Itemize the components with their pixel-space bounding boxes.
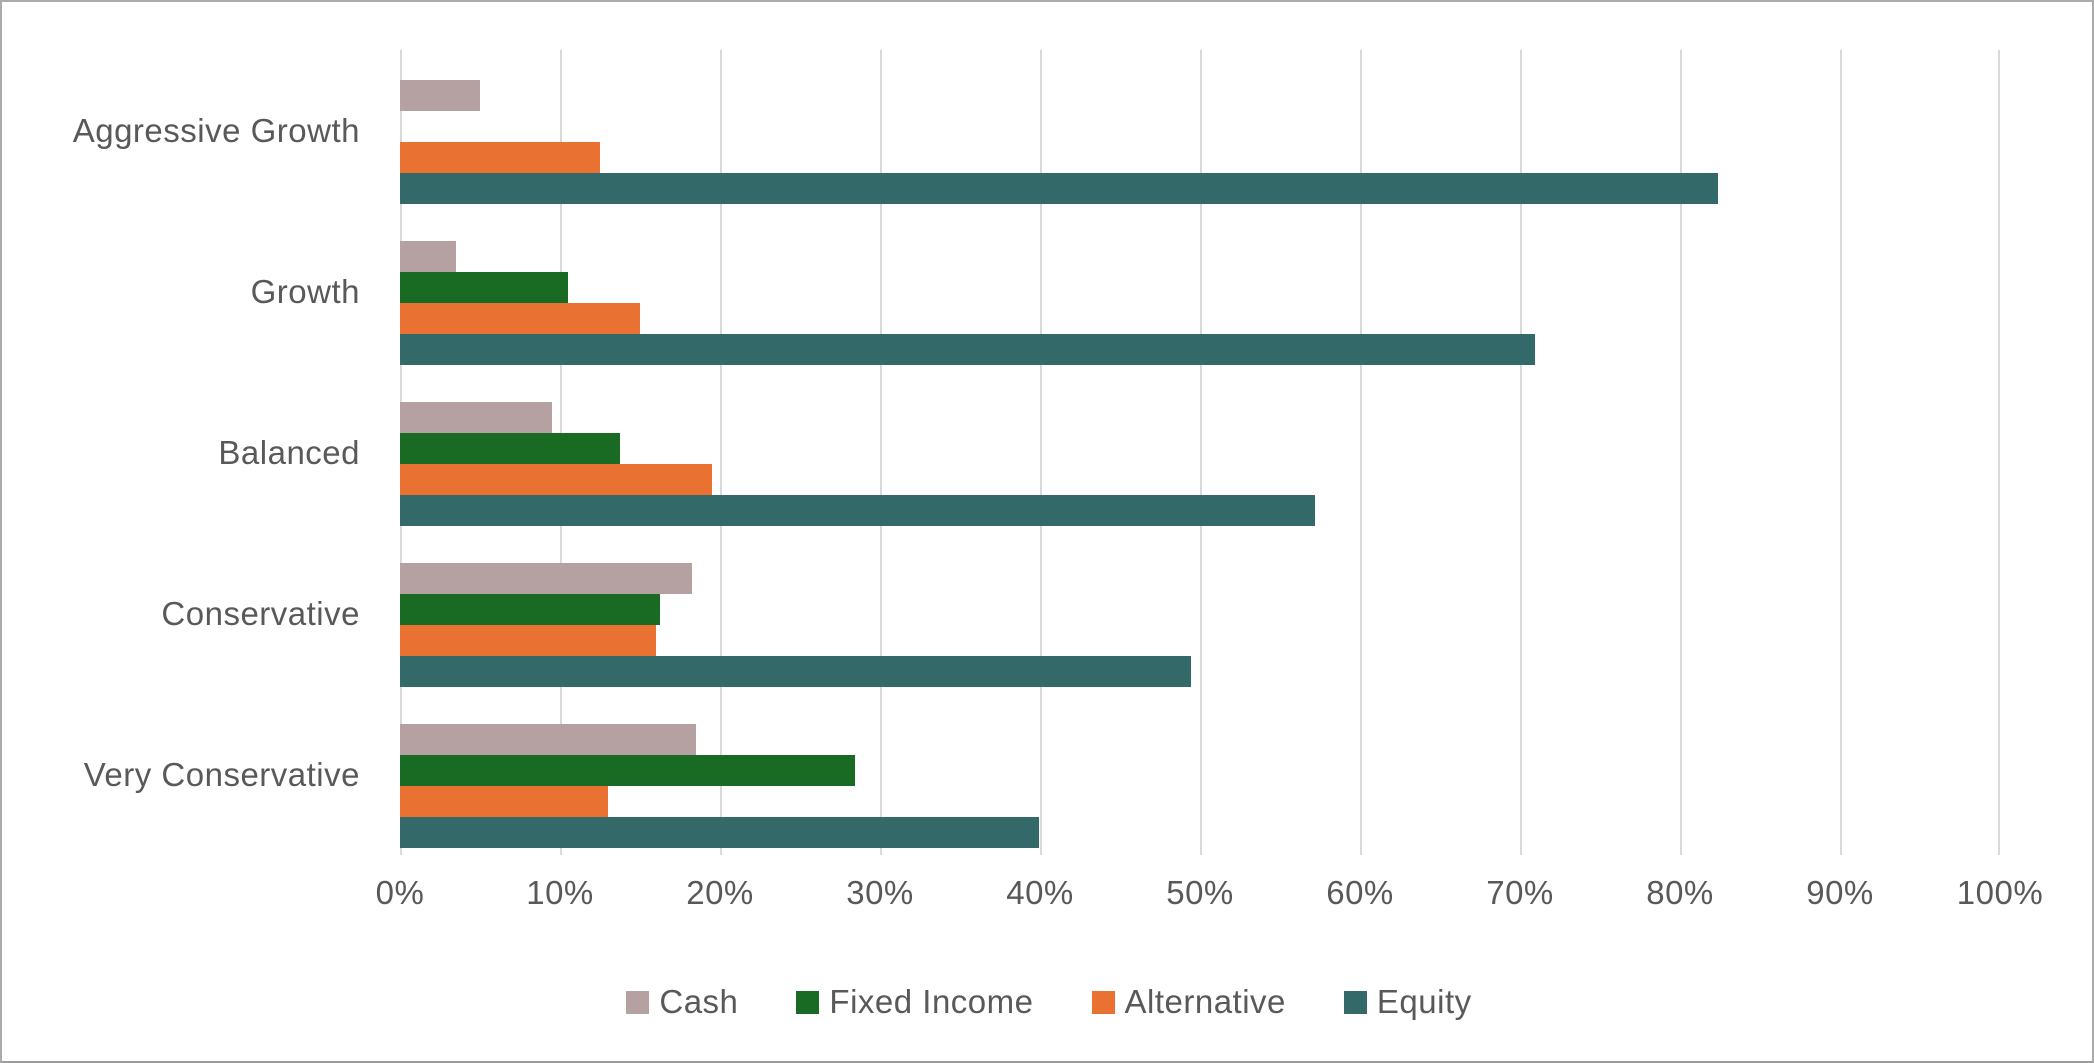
bar-group-conservative [400,533,1998,694]
legend-swatch-cash [626,990,650,1014]
bar-equity-aggressive-growth [400,173,1719,204]
bar-alternative-very-conservative [400,786,608,817]
legend-item-equity: Equity [1343,983,1472,1021]
bar-cash-aggressive-growth [400,80,480,111]
x-tick-80pct: 80% [1646,874,1714,911]
bar-cash-balanced [400,402,552,433]
x-tick-90pct: 90% [1806,874,1874,911]
bar-cash-conservative [400,563,692,594]
x-tick-30pct: 30% [846,874,914,911]
legend-label-fixed-income: Fixed Income [829,983,1034,1020]
bar-equity-conservative [400,656,1191,687]
bar-group-growth [400,211,1998,372]
bar-alternative-conservative [400,625,656,656]
bar-group-balanced [400,372,1998,533]
legend-label-cash: Cash [659,983,739,1020]
x-tick-70pct: 70% [1486,874,1554,911]
x-tick-100pct: 100% [1956,874,2044,911]
x-tick-0pct: 0% [375,874,425,911]
category-label-conservative: Conservative [161,594,360,632]
bar-group-very-conservative [400,694,1998,855]
category-label-very-conservative: Very Conservative [83,755,360,793]
legend-label-equity: Equity [1376,983,1472,1020]
bar-equity-growth [400,334,1535,365]
legend-swatch-equity [1343,990,1367,1014]
bar-equity-balanced [400,495,1315,526]
x-tick-50pct: 50% [1166,874,1234,911]
legend-item-alternative: Alternative [1091,983,1286,1021]
legend-swatch-alternative [1091,990,1115,1014]
bar-alternative-growth [400,303,640,334]
bar-alternative-balanced [400,464,712,495]
legend-swatch-fixed-income [796,990,820,1014]
bar-fixed-income-growth [400,272,568,303]
category-axis: Aggressive Growth Growth Balanced Conservat… [2,50,400,855]
bar-cash-growth [400,241,456,272]
bar-cash-very-conservative [400,724,696,755]
bar-group-aggressive-growth [400,50,1998,211]
bar-fixed-income-very-conservative [400,755,856,786]
x-tick-60pct: 60% [1326,874,1394,911]
category-label-balanced: Balanced [218,433,360,471]
value-axis: 0% 10% 20% 30% 40% 50% 60% 70% 80% 90% 100% [376,874,2043,918]
legend-item-cash: Cash [626,983,738,1021]
legend: Cash Fixed Income Alternative Equity [2,974,2092,1030]
legend-label-alternative: Alternative [1124,983,1286,1020]
bar-equity-very-conservative [400,817,1040,848]
category-label-aggressive-growth: Aggressive Growth [72,111,360,149]
x-tick-20pct: 20% [686,874,754,911]
x-tick-10pct: 10% [526,874,594,911]
bar-fixed-income-conservative [400,594,660,625]
bar-fixed-income-balanced [400,433,620,464]
legend-item-fixed-income: Fixed Income [796,983,1033,1021]
category-label-growth: Growth [250,272,360,310]
x-tick-40pct: 40% [1006,874,1074,911]
bar-alternative-aggressive-growth [400,142,600,173]
plot-area [400,50,2000,855]
